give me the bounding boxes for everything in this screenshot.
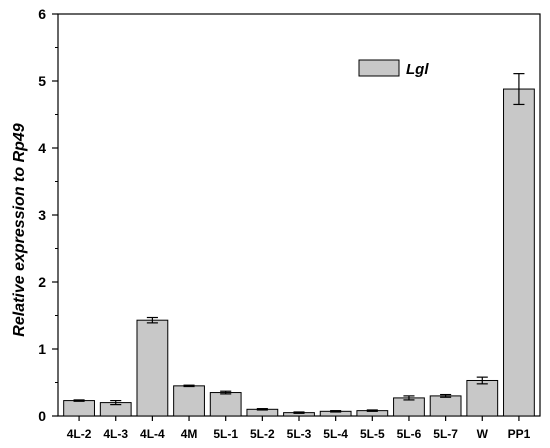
bar-4M (173, 385, 205, 417)
legend: Lgl (358, 59, 429, 78)
x-tick-label-PP1: PP1 (508, 427, 531, 441)
bar-5L-1 (209, 392, 242, 417)
x-tick-label-4M: 4M (181, 427, 198, 441)
y-tick-label: 2 (38, 274, 46, 290)
plot-area (57, 13, 541, 417)
error-bars (73, 73, 525, 414)
x-tick-label-4L-2: 4L-2 (67, 427, 92, 441)
bars (63, 88, 535, 417)
x-tick-label-5L-2: 5L-2 (250, 427, 275, 441)
x-tick-label-4L-3: 4L-3 (103, 427, 128, 441)
legend-swatch (358, 59, 400, 77)
bar-W (466, 379, 499, 417)
y-tick-label: 1 (38, 341, 46, 357)
bar-PP1 (503, 88, 535, 417)
y-tick-label: 5 (38, 73, 46, 89)
x-tick-label-4L-4: 4L-4 (140, 427, 165, 441)
x-tick-label-5L-4: 5L-4 (323, 427, 348, 441)
plot-frame (57, 13, 541, 417)
bar-4L-2 (63, 400, 95, 417)
y-tick-label: 0 (38, 408, 46, 424)
x-tick-label-5L-5: 5L-5 (360, 427, 385, 441)
x-tick-label-W: W (477, 427, 489, 441)
x-tick-label-5L-7: 5L-7 (433, 427, 458, 441)
x-tick-label-5L-3: 5L-3 (287, 427, 312, 441)
bar-4L-4 (136, 319, 169, 417)
bar-5L-7 (429, 395, 462, 417)
y-axis-title: Relative expression to Rp49 (11, 123, 28, 337)
legend-label: Lgl (406, 61, 429, 78)
y-tick-label: 3 (38, 207, 46, 223)
x-tick-label-5L-6: 5L-6 (397, 427, 422, 441)
y-axis: 0 1 2 3 4 5 6 (38, 6, 58, 424)
x-tick-label-5L-1: 5L-1 (213, 427, 238, 441)
x-axis: 4L-2 4L-3 4L-4 4M 5L-1 5L-2 5L-3 5L-4 5L-5 5L-6 5L… (67, 416, 531, 441)
y-tick-label: 4 (38, 140, 46, 156)
bar-5L-6 (393, 397, 425, 417)
y-tick-label: 6 (38, 6, 46, 22)
